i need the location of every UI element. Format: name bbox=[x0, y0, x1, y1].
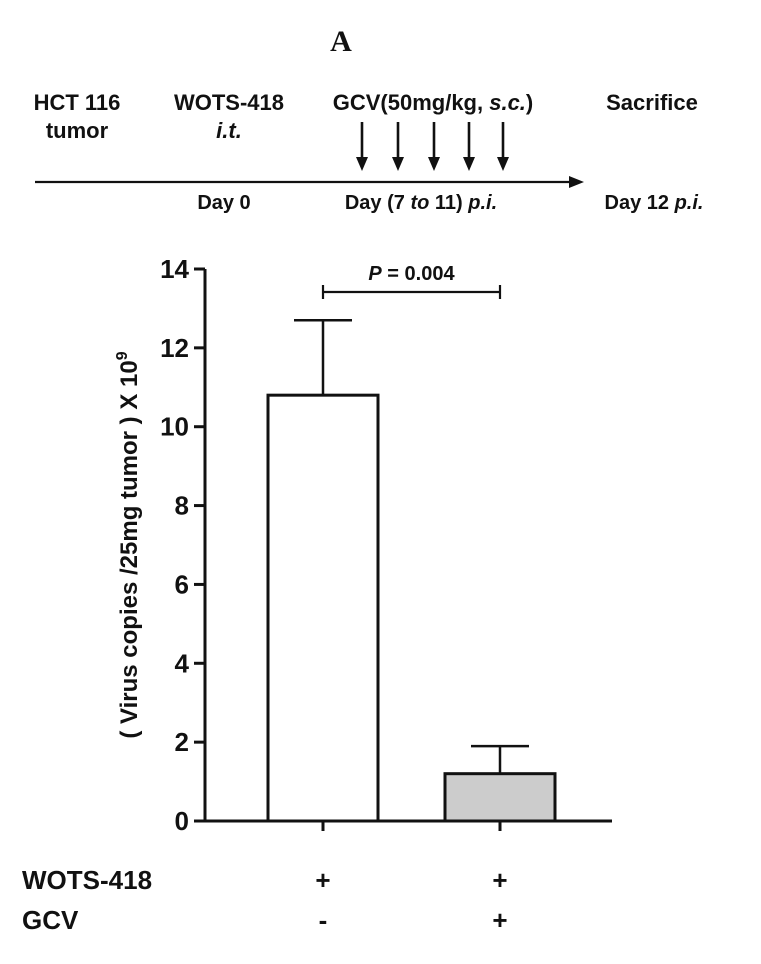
y-tick-label: 14 bbox=[160, 254, 189, 284]
panel-label: A bbox=[330, 25, 352, 58]
timeline-arrowhead bbox=[569, 176, 584, 188]
y-tick-label: 8 bbox=[175, 491, 189, 521]
treatment-timeline: HCT 116 tumor WOTS-418 i.t. GCV(50mg/kg, s.c… bbox=[34, 90, 704, 214]
condition-sign: + bbox=[492, 905, 507, 935]
significance-label: P = 0.004 bbox=[368, 263, 455, 285]
dose-arrow-head bbox=[428, 157, 440, 171]
bar-chart: 0 2 4 6 8 10 12 14 ( Virus copies /25mg tumor ) … bbox=[22, 254, 612, 935]
timeline-label-sacrifice: Sacrifice bbox=[606, 90, 698, 115]
condition-sign: - bbox=[319, 905, 328, 935]
dose-arrow-head bbox=[356, 157, 368, 171]
bar-2 bbox=[443, 772, 557, 823]
y-tick-label: 10 bbox=[160, 412, 189, 442]
timeline-label-hct: HCT 116 bbox=[34, 90, 121, 115]
timeline-day0: Day 0 bbox=[197, 192, 250, 214]
timeline-day7: Day (7 to 11) p.i. bbox=[345, 192, 497, 214]
timeline-day12: Day 12 p.i. bbox=[605, 192, 704, 214]
y-tick-label: 4 bbox=[175, 648, 190, 678]
condition-sign: + bbox=[492, 865, 507, 895]
condition-label: GCV bbox=[22, 905, 79, 935]
timeline-label-gcv: GCV(50mg/kg, s.c.) bbox=[333, 90, 534, 115]
dose-arrow-head bbox=[497, 157, 509, 171]
timeline-label-wots: WOTS-418 bbox=[174, 90, 284, 115]
bar-1 bbox=[266, 393, 380, 823]
y-tick-label: 12 bbox=[160, 333, 189, 363]
dose-arrow-head bbox=[392, 157, 404, 171]
timeline-label-wots: i.t. bbox=[216, 118, 242, 143]
timeline-label-hct: tumor bbox=[46, 118, 109, 143]
y-tick-label: 2 bbox=[175, 727, 189, 757]
y-tick-label: 6 bbox=[175, 569, 189, 599]
condition-sign: + bbox=[315, 865, 330, 895]
y-axis-label: ( Virus copies /25mg tumor ) X 109 bbox=[114, 351, 143, 738]
y-tick-label: 0 bbox=[175, 806, 189, 836]
dose-arrow-head bbox=[463, 157, 475, 171]
condition-label: WOTS-418 bbox=[22, 865, 152, 895]
